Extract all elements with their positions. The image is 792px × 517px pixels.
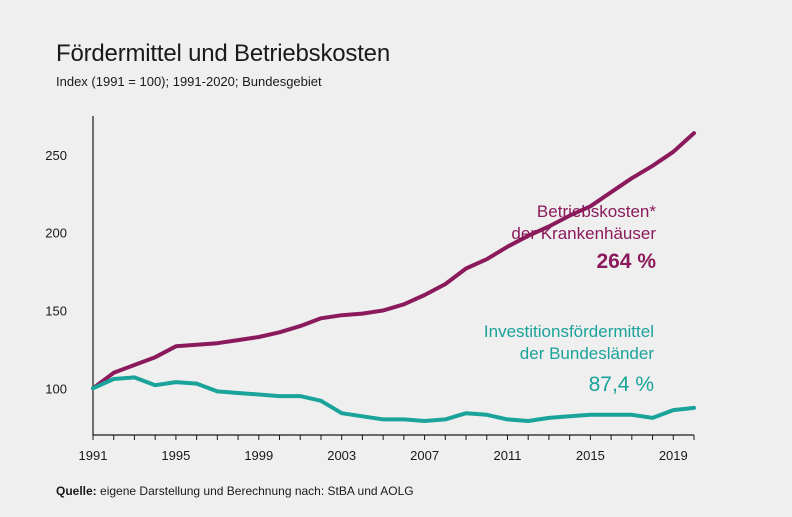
chart-series	[91, 131, 696, 423]
y-tick-label: 100	[45, 381, 67, 396]
x-tick-label: 2007	[410, 448, 439, 463]
source-label: Quelle:	[56, 484, 97, 498]
chart-subtitle: Index (1991 = 100); 1991-2020; Bundesgeb…	[56, 74, 322, 89]
x-tick-label: 1999	[244, 448, 273, 463]
series-end-value: 264 %	[596, 250, 656, 273]
x-tick-label: 2019	[659, 448, 688, 463]
chart-axes: 100 150 200 250 1991 1995 1999 2003 2007 2011 2015…	[45, 116, 695, 463]
series-label-line: der Bundesländer	[520, 344, 655, 363]
y-tick-label: 250	[45, 148, 67, 163]
series-end-value: 87,4 %	[589, 373, 654, 396]
x-tick-label: 2003	[327, 448, 356, 463]
source-text: eigene Darstellung und Berechnung nach: …	[100, 484, 414, 498]
series-label-line: Betriebskosten*	[537, 202, 656, 221]
x-tick-label: 1995	[161, 448, 190, 463]
source-note: Quelle: eigene Darstellung und Berechnun…	[56, 484, 414, 498]
series-label-line: Investitionsfördermittel	[484, 322, 654, 341]
series-line-betriebskosten	[91, 131, 696, 391]
x-tick-label: 2015	[576, 448, 605, 463]
y-tick-label: 150	[45, 304, 67, 319]
chart-title: Fördermittel und Betriebskosten	[56, 40, 390, 67]
y-tick-label: 200	[45, 226, 67, 241]
x-tick-label: 2011	[493, 448, 521, 463]
chart-annotations: Betriebskosten* der Krankenhäuser 264 % Inv…	[484, 202, 656, 396]
x-tick-label: 1991	[79, 448, 108, 463]
series-line-foerdermittel	[91, 375, 696, 423]
series-label-line: der Krankenhäuser	[511, 224, 656, 243]
